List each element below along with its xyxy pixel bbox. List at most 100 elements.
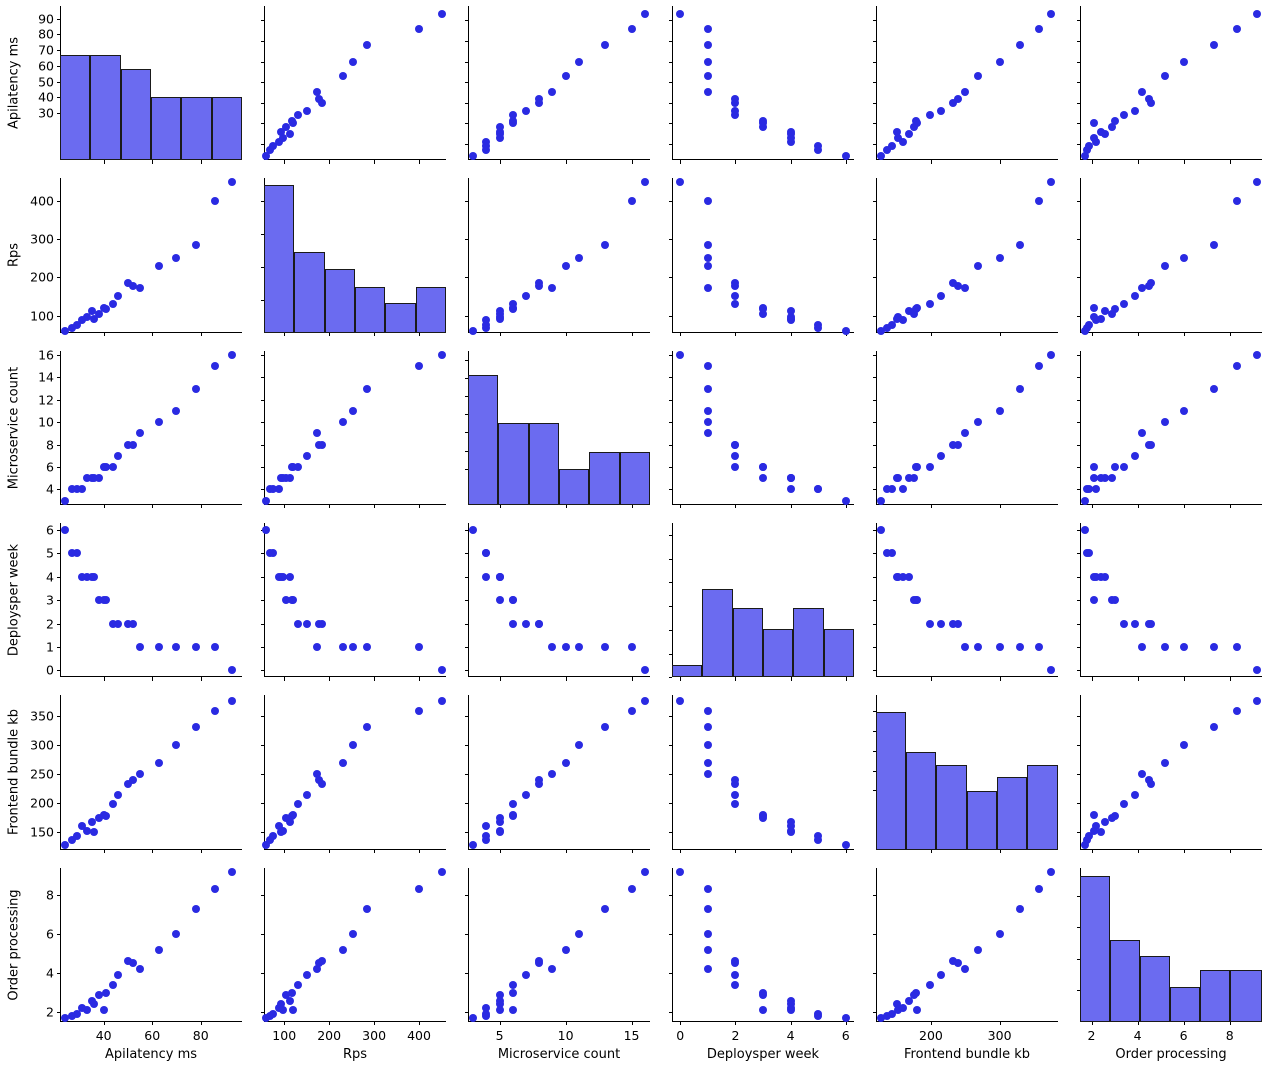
- y-tick: [872, 670, 876, 672]
- y-tick-label: 16: [38, 347, 54, 363]
- x-tick: [845, 504, 847, 509]
- y-tick: [668, 422, 672, 424]
- y-tick: [668, 629, 672, 631]
- scatter-point: [109, 800, 118, 809]
- scatter-point: [312, 769, 321, 778]
- x-tick: [930, 160, 932, 164]
- scatter-point: [948, 957, 957, 966]
- scatter-point: [495, 1006, 504, 1015]
- scatter-point: [522, 292, 531, 301]
- scatter-point: [731, 462, 740, 471]
- x-tick: [329, 160, 331, 164]
- y-tick: [1076, 744, 1080, 746]
- scatter-point: [640, 10, 649, 19]
- x-tick: [499, 504, 501, 509]
- scatter-point: [469, 326, 478, 335]
- y-tick: [260, 61, 264, 63]
- scatter-point: [276, 828, 285, 837]
- scatter-point: [731, 300, 740, 309]
- y-tick: [464, 432, 468, 434]
- y-tick-label: 4: [46, 965, 54, 981]
- y-tick: [1076, 623, 1080, 625]
- scatter-point: [1016, 384, 1025, 393]
- scatter-point: [574, 253, 583, 262]
- scatter-point: [1138, 769, 1147, 778]
- scatter-point: [72, 485, 81, 494]
- y-tick: [872, 646, 876, 648]
- scatter-point: [172, 253, 181, 262]
- y-tick: [260, 82, 264, 84]
- y-tick: [1076, 201, 1080, 203]
- x-tick: [419, 160, 421, 164]
- axis-spine-bottom: [468, 848, 650, 850]
- x-tick-label: 100: [272, 1027, 297, 1043]
- y-tick: [872, 82, 876, 84]
- x-tick: [1229, 504, 1231, 509]
- y-tick-label: 300: [30, 737, 54, 753]
- scatter-panel-microservice_count-vs-rps: [260, 350, 446, 509]
- scatter-point: [136, 642, 145, 651]
- y-tick: [1076, 82, 1080, 84]
- x-tick: [680, 160, 682, 164]
- y-tick: [260, 895, 264, 896]
- scatter-point: [954, 94, 963, 103]
- x-tick: [999, 160, 1001, 164]
- scatter-point: [315, 440, 324, 449]
- y-tick: [668, 582, 672, 584]
- x-axis-title-frontend_bundle_kb: Frontend bundle kb: [903, 1046, 1031, 1062]
- y-tick: [260, 934, 264, 936]
- scatter-point: [285, 996, 294, 1005]
- y-tick: [260, 20, 264, 22]
- x-tick: [1137, 332, 1139, 337]
- x-tick: [1229, 849, 1231, 854]
- scatter-point: [1179, 253, 1188, 262]
- y-tick: [668, 606, 672, 608]
- scatter-point: [535, 959, 544, 968]
- y-tick-label: 2: [46, 1004, 54, 1020]
- scatter-point: [128, 440, 137, 449]
- scatter-point: [1119, 800, 1128, 809]
- y-axis-title-deploys_per_week: Deploysper week: [6, 544, 22, 657]
- scatter-point: [627, 707, 636, 716]
- scatter-point: [1110, 811, 1119, 820]
- histogram-bar: [793, 608, 824, 678]
- scatter-point: [60, 841, 69, 849]
- y-tick: [464, 934, 468, 936]
- scatter-point: [973, 418, 982, 427]
- scatter-point: [731, 451, 740, 460]
- histogram-bar: [1080, 875, 1110, 1022]
- x-tick-label: 2: [731, 1027, 740, 1043]
- scatter-point: [703, 707, 712, 716]
- y-tick: [56, 65, 60, 67]
- y-tick: [464, 895, 468, 896]
- scatter-point: [128, 775, 137, 784]
- scatter-point: [703, 930, 712, 939]
- y-tick-label: 5: [46, 545, 54, 561]
- scatter-point: [759, 1006, 767, 1015]
- scatter-point: [1101, 817, 1110, 826]
- histogram-bar: [589, 452, 620, 505]
- y-tick-label: 6: [46, 522, 54, 538]
- scatter-point: [72, 321, 81, 330]
- scatter-point: [312, 429, 321, 438]
- axis-spine-left: [468, 867, 469, 1022]
- scatter-point: [136, 769, 145, 778]
- scatter-point: [759, 988, 767, 997]
- scatter-point: [899, 572, 908, 581]
- scatter-point: [211, 642, 220, 651]
- scatter-point: [731, 94, 740, 103]
- scatter-point: [508, 300, 517, 309]
- scatter-point: [601, 41, 610, 50]
- scatter-point: [68, 323, 77, 332]
- scatter-point: [285, 817, 294, 826]
- scatter-point: [535, 281, 544, 290]
- scatter-point: [759, 811, 767, 820]
- y-tick: [56, 744, 60, 746]
- scatter-point: [731, 790, 740, 799]
- scatter-point: [265, 146, 274, 155]
- axis-spine-left: [1080, 6, 1081, 161]
- x-tick: [631, 160, 633, 164]
- histogram-bar: [90, 54, 121, 161]
- axis-spine-left: [1080, 695, 1081, 850]
- y-tick-label: 12: [38, 392, 54, 408]
